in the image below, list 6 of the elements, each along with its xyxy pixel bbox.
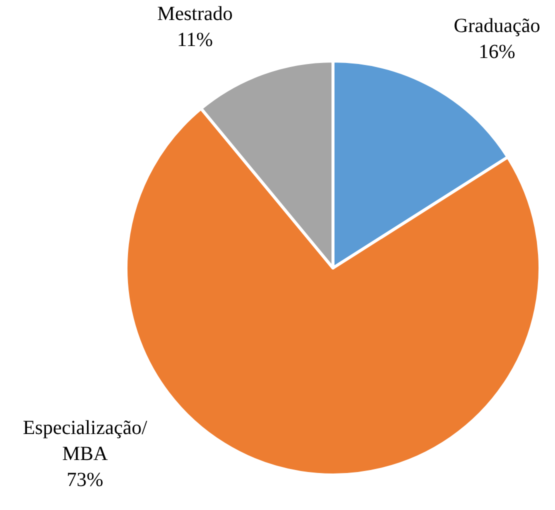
data-label: 73%: [66, 468, 104, 491]
data-label: 11%: [177, 28, 213, 51]
data-label: 16%: [478, 40, 516, 63]
slice-label: Mestrado: [157, 2, 233, 25]
slice-label: Graduação: [454, 14, 540, 37]
slice-label: Especialização/MBA: [22, 416, 148, 465]
